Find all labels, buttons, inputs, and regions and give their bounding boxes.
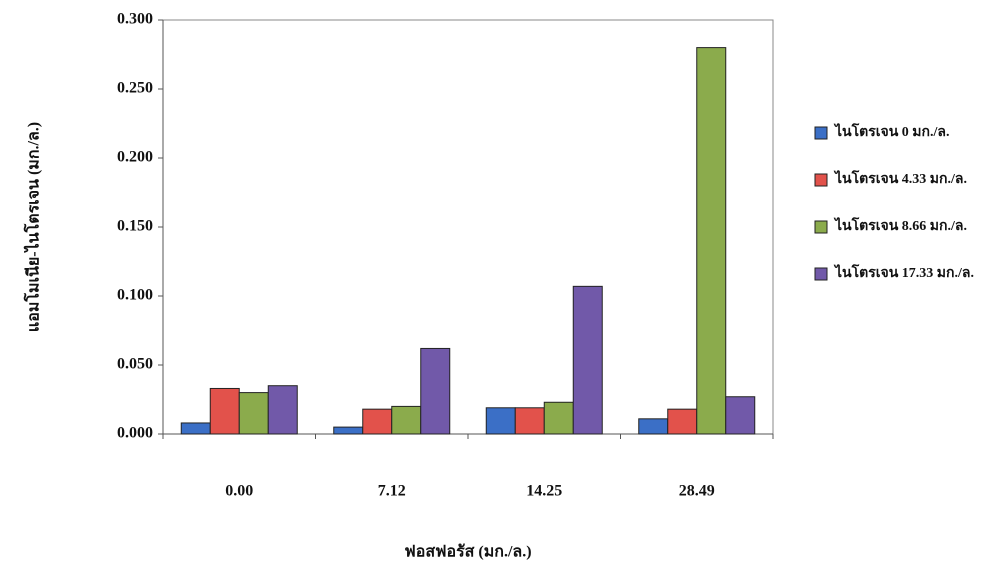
legend-swatch bbox=[814, 173, 828, 187]
bar bbox=[572, 285, 603, 435]
y-tick-label: 0.100 bbox=[117, 287, 153, 304]
bar bbox=[209, 387, 240, 435]
bar bbox=[180, 422, 211, 435]
legend-swatch bbox=[814, 126, 828, 140]
bar bbox=[543, 401, 574, 435]
bar bbox=[362, 408, 393, 435]
legend-swatch bbox=[814, 267, 828, 281]
bar bbox=[333, 426, 364, 435]
x-axis-title: ฟอสฟอรัส (มก./ล.) bbox=[404, 543, 531, 561]
legend-label: ไนโตรเจน 0 มก./ล. bbox=[833, 122, 949, 140]
x-tick-label: 0.00 bbox=[225, 483, 253, 500]
y-tick-label: 0.000 bbox=[117, 425, 153, 442]
x-tick-label: 7.12 bbox=[378, 483, 406, 500]
bar bbox=[485, 407, 516, 435]
y-tick-label: 0.250 bbox=[117, 80, 153, 97]
bar bbox=[514, 407, 545, 435]
y-tick-label: 0.200 bbox=[117, 149, 153, 166]
x-tick-label: 14.25 bbox=[526, 483, 562, 500]
plot-area bbox=[162, 19, 774, 435]
bar bbox=[267, 385, 298, 435]
legend-label: ไนโตรเจน 8.66 มก./ล. bbox=[833, 216, 967, 234]
legend-swatch bbox=[814, 220, 828, 234]
bar bbox=[696, 47, 727, 435]
bar bbox=[667, 408, 698, 435]
bar bbox=[420, 347, 451, 435]
y-tick-label: 0.300 bbox=[117, 11, 153, 28]
bar bbox=[238, 392, 269, 435]
y-tick-label: 0.050 bbox=[117, 356, 153, 373]
y-tick-label: 0.150 bbox=[117, 218, 153, 235]
x-tick-label: 28.49 bbox=[679, 483, 715, 500]
bar bbox=[391, 405, 422, 435]
bar bbox=[725, 396, 756, 435]
legend-label: ไนโตรเจน 4.33 มก./ล. bbox=[833, 169, 967, 187]
bar bbox=[638, 418, 669, 435]
y-axis-title: แอมโมเนีย-ไนโตรเจน (มก./ล.) bbox=[23, 122, 43, 332]
legend-label: ไนโตรเจน 17.33 มก./ล. bbox=[833, 263, 974, 281]
